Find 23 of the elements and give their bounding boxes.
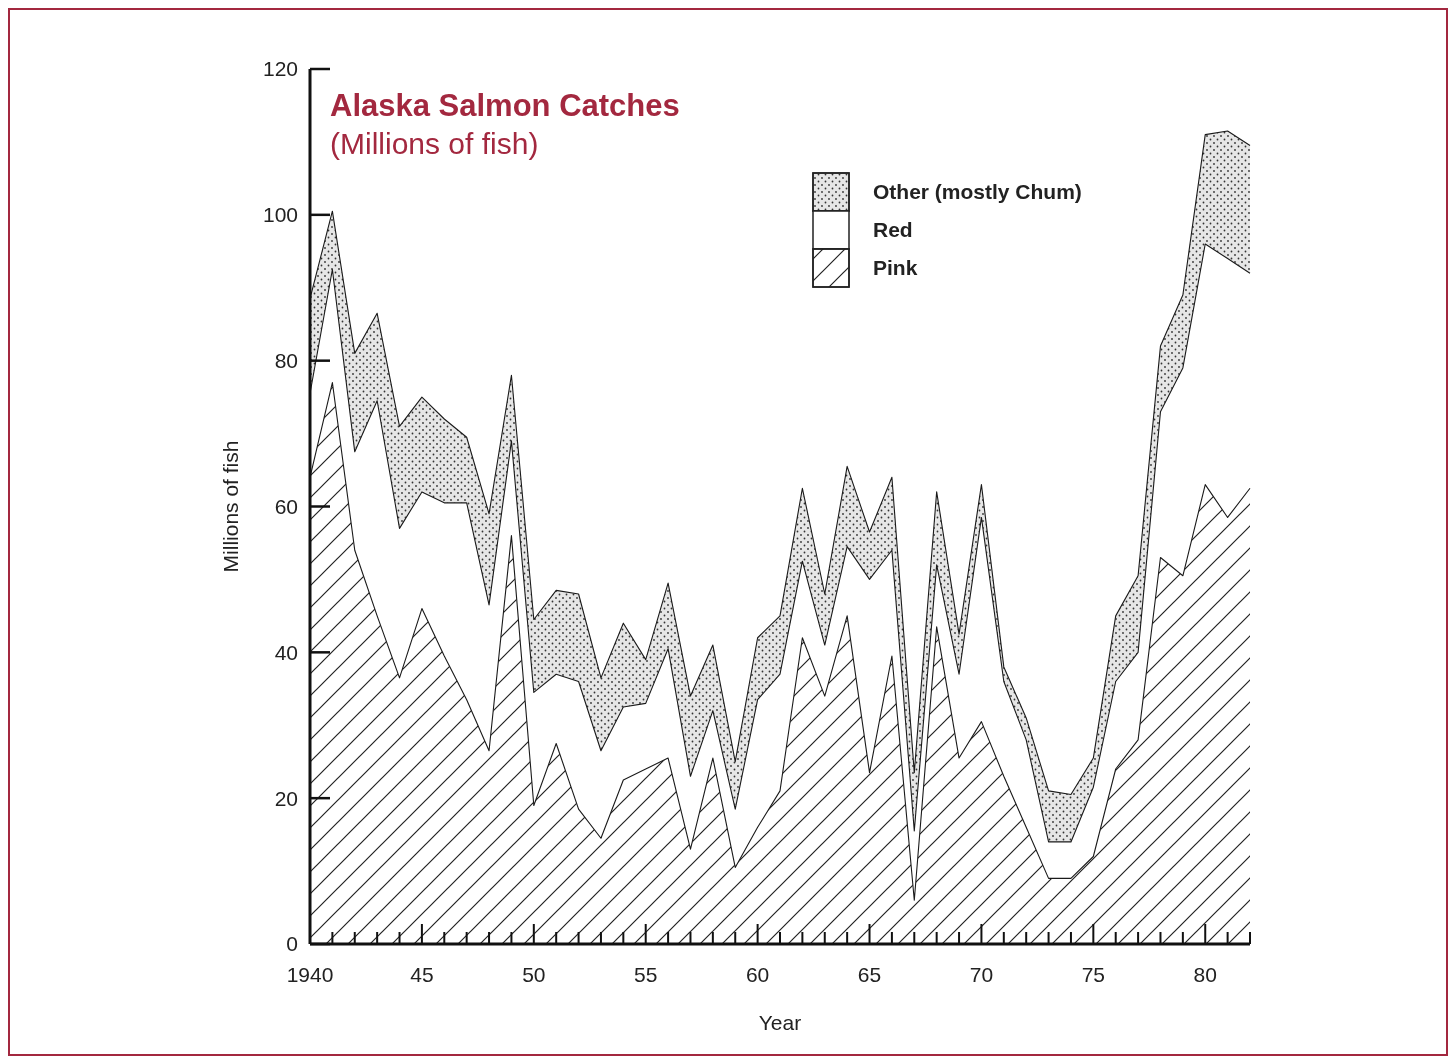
x-tick-label: 65	[857, 963, 882, 986]
text: (Millions of fish)	[330, 127, 539, 160]
x-tick-label: 70	[969, 963, 994, 986]
x-tick-label: 60	[745, 963, 770, 986]
y-tick-label: 40	[274, 640, 298, 664]
legend-label: Pink	[873, 256, 918, 280]
legend-label: Red	[873, 218, 913, 242]
text: Alaska Salmon Catches	[330, 88, 680, 123]
x-axis-title: Year	[758, 1011, 802, 1034]
x-tick-label: 75	[1081, 963, 1106, 986]
y-tick-label: 120	[262, 57, 298, 81]
x-tick-label: 1940	[286, 963, 334, 986]
x-tick-label: 50	[522, 963, 546, 986]
y-tick-label: 80	[274, 349, 298, 373]
y-tick-label: 60	[274, 494, 298, 518]
x-tick-label: 55	[634, 963, 658, 986]
x-tick-label: 45	[410, 963, 434, 986]
y-tick-label: 0	[286, 932, 298, 956]
y-axis-title: Millions of fish	[219, 440, 242, 573]
legend-label: Other (mostly Chum)	[873, 180, 1082, 204]
x-tick-label: 80	[1193, 963, 1217, 986]
y-tick-label: 100	[262, 203, 298, 227]
y-tick-label: 20	[274, 786, 298, 810]
